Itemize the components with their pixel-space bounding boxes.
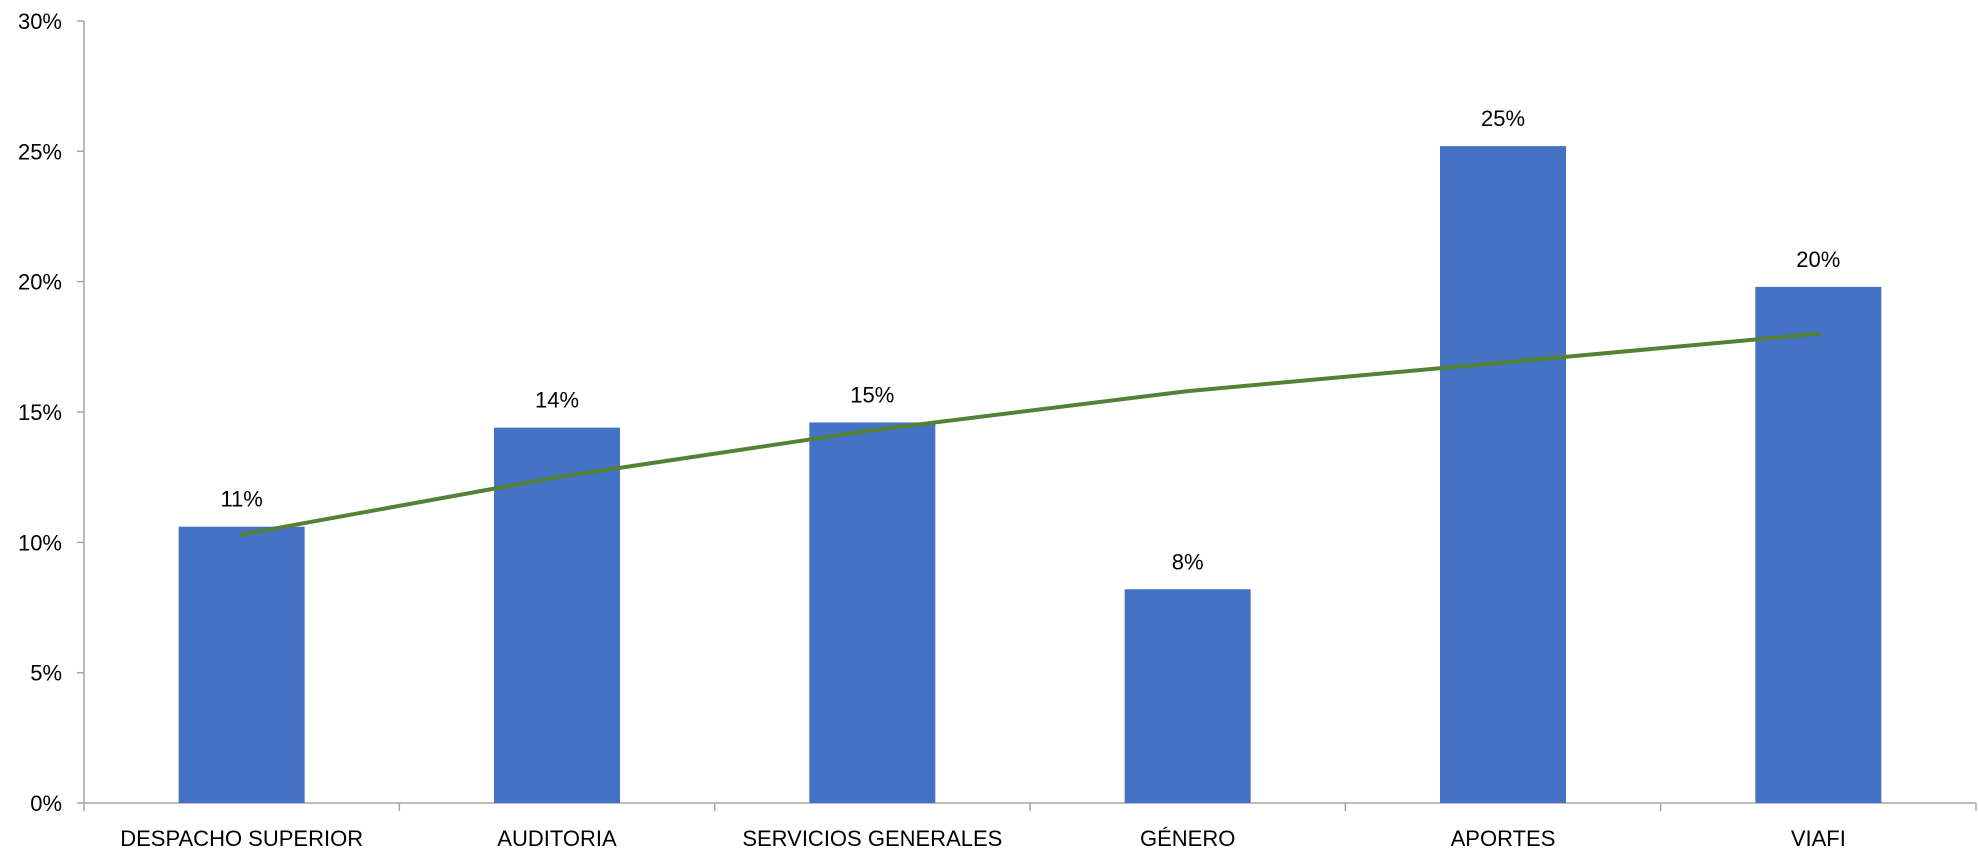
category-label: AUDITORIA [497, 826, 617, 851]
bar [1124, 589, 1251, 803]
y-tick-label: 20% [18, 270, 62, 295]
data-label: 25% [1481, 106, 1525, 131]
category-label: GÉNERO [1140, 826, 1235, 851]
trendline [239, 331, 1821, 537]
labels: 0% 5% 10% 15% 20% 25% 30% 11% DESPACHO SUPERIOR 1… [18, 9, 1846, 851]
trendline-group [239, 331, 1821, 537]
bar [809, 422, 936, 803]
bars [178, 146, 1882, 803]
axes [77, 20, 1977, 811]
data-label: 11% [220, 487, 262, 512]
y-tick-label: 30% [18, 9, 62, 34]
y-tick-label: 0% [30, 791, 62, 816]
data-label: 15% [850, 382, 894, 407]
category-label: DESPACHO SUPERIOR [120, 826, 363, 851]
bar [1440, 146, 1566, 803]
y-tick-label: 10% [18, 530, 62, 555]
y-tick-label: 25% [18, 139, 62, 164]
y-tick-label: 15% [18, 400, 62, 425]
y-tick-label: 5% [30, 661, 62, 686]
data-label: 8% [1172, 549, 1204, 574]
data-label: 14% [535, 388, 579, 413]
category-label: VIAFI [1791, 826, 1846, 851]
data-label: 20% [1796, 247, 1840, 272]
bar [1755, 286, 1882, 803]
bar [494, 427, 620, 803]
category-label: SERVICIOS GENERALES [742, 826, 1002, 851]
category-label: APORTES [1451, 826, 1556, 851]
bar [178, 526, 305, 803]
